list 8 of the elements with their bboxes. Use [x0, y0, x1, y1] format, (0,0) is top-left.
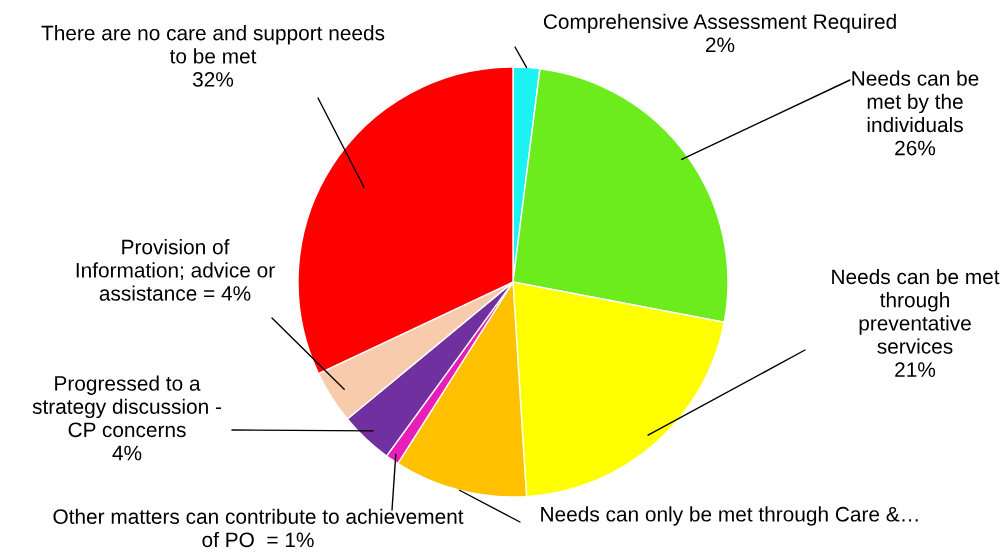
slice-label: Other matters can contribute to achievement of PO = 1%: [53, 508, 464, 548]
slice-label: There are no care and support needs to be met 32%: [41, 25, 385, 87]
slice-label: Comprehensive Assessment Required 2%: [543, 13, 896, 53]
slice-label: Provision of Information; advice or assistance = 4%: [76, 239, 275, 301]
slice-label: Progressed to a strategy discussion - CP concerns 4%: [32, 375, 222, 461]
slice-label: Needs can be met through preventative services 21%: [832, 268, 1000, 377]
slice-label: Needs can only be met through Care &…: [541, 506, 918, 526]
slice-label: Needs can be met by the individuals 26%: [852, 70, 979, 156]
